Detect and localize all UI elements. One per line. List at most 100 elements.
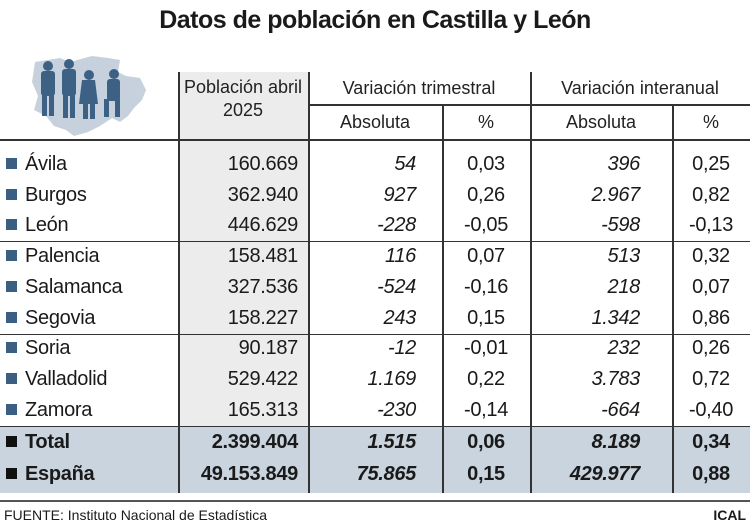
cell-quarterly-percent-text: 0,15	[467, 463, 505, 485]
cell-yearly-percent: -0,40	[672, 399, 750, 422]
cell-yearly-absolute-text: 232	[607, 337, 641, 360]
divider	[0, 426, 750, 427]
cell-yearly-absolute: 2.967	[530, 184, 640, 207]
cell-quarterly-absolute: -12	[308, 337, 416, 360]
cell-yearly-absolute-text: 8.189	[591, 431, 640, 453]
row-name-text: Total	[25, 431, 70, 453]
row-name-text: Valladolid	[25, 367, 108, 390]
cell-yearly-absolute: 396	[530, 153, 641, 176]
divider	[672, 104, 674, 493]
cell-yearly-absolute: 232	[530, 337, 641, 360]
divider	[0, 500, 750, 502]
cell-yearly-percent: 0,32	[672, 245, 750, 268]
row-name: Soria	[6, 337, 71, 360]
population-column-bg	[178, 72, 308, 427]
cell-population: 446.629	[178, 214, 299, 237]
cell-population: 49.153.849	[178, 463, 298, 486]
cell-yearly-percent: 0,82	[672, 184, 750, 207]
bullet-icon	[6, 219, 17, 231]
cell-quarterly-percent: -0,01	[442, 337, 530, 360]
cell-yearly-absolute-text: 3.783	[591, 367, 640, 390]
cell-yearly-percent: -0,13	[672, 214, 750, 237]
cell-quarterly-absolute-text: 1.169	[367, 367, 416, 390]
divider	[178, 72, 180, 493]
cell-quarterly-absolute-text: 54	[394, 153, 416, 175]
cell-yearly-percent-text: -0,40	[688, 398, 734, 421]
cell-yearly-absolute-text: -664	[601, 398, 640, 421]
row-name-text: Soria	[25, 337, 71, 360]
cell-quarterly-absolute-text: 75.865	[356, 463, 417, 485]
source-note: FUENTE: Instituto Nacional de Estadístic…	[4, 507, 267, 523]
cell-quarterly-percent: 0,06	[442, 431, 530, 454]
cell-yearly-percent: 0,86	[672, 307, 750, 330]
header-population: Población abril 2025	[183, 77, 303, 120]
cell-quarterly-percent-text: 0,22	[467, 367, 505, 390]
cell-quarterly-absolute: 927	[308, 184, 417, 207]
cell-quarterly-percent: -0,05	[442, 214, 530, 237]
cell-quarterly-percent-text: -0,01	[463, 337, 509, 360]
cell-yearly-percent-text: 0,34	[692, 431, 730, 453]
cell-yearly-absolute-text: 218	[607, 275, 641, 298]
cell-quarterly-absolute-text: -524	[377, 275, 416, 298]
credit: ICAL	[713, 507, 746, 523]
bullet-icon	[6, 280, 17, 292]
cell-quarterly-percent-text: 0,07	[467, 245, 505, 268]
row-name: Total	[6, 431, 70, 454]
cell-population-text: 165.313	[227, 398, 299, 421]
cell-quarterly-percent-text: -0,14	[463, 398, 509, 421]
cell-yearly-absolute: 218	[530, 275, 641, 299]
cell-quarterly-absolute: 116	[308, 245, 416, 268]
bullet-icon	[6, 250, 17, 262]
cell-yearly-absolute-text: 396	[607, 153, 641, 175]
cell-quarterly-absolute: 243	[308, 307, 417, 330]
bullet-icon	[6, 188, 17, 200]
cell-quarterly-percent: 0,15	[442, 307, 530, 330]
cell-quarterly-absolute: -228	[308, 214, 416, 237]
row-name: Burgos	[6, 184, 87, 207]
cell-quarterly-absolute: -230	[308, 399, 416, 422]
cell-yearly-absolute: 8.189	[530, 431, 640, 454]
row-name-text: Zamora	[25, 398, 93, 421]
cell-quarterly-percent: 0,03	[442, 153, 530, 176]
cell-quarterly-percent-text: 0,06	[467, 431, 505, 453]
row-name-text: Burgos	[25, 183, 87, 206]
population-map-illustration	[32, 56, 146, 136]
cell-population: 90.187	[178, 337, 299, 360]
header-quarterly-absolute: Absoluta	[339, 112, 411, 132]
cell-quarterly-absolute: 1.169	[308, 368, 416, 391]
cell-population: 158.481	[178, 245, 299, 268]
cell-yearly-absolute-text: 1.342	[591, 306, 640, 329]
cell-population-text: 158.481	[227, 245, 299, 268]
cell-yearly-percent-text: 0,26	[692, 337, 730, 360]
row-name-text: España	[25, 463, 95, 485]
cell-quarterly-absolute-text: -228	[377, 214, 416, 237]
cell-quarterly-absolute-text: 116	[385, 245, 416, 268]
cell-quarterly-absolute: -524	[308, 276, 416, 299]
cell-population: 165.313	[178, 398, 299, 422]
cell-quarterly-percent-text: 0,03	[467, 153, 505, 175]
divider	[308, 72, 310, 493]
divider	[442, 104, 444, 493]
cell-quarterly-percent-text: -0,16	[463, 275, 509, 298]
row-name-text: Salamanca	[25, 275, 123, 298]
cell-yearly-absolute-text: 513	[607, 245, 641, 268]
cell-population-text: 49.153.849	[200, 463, 298, 485]
bullet-icon	[6, 468, 17, 479]
row-name: León	[6, 214, 69, 237]
cell-population-text: 2.399.404	[211, 431, 299, 453]
cell-yearly-percent-text: -0,13	[688, 214, 734, 237]
divider	[0, 334, 750, 335]
cell-population: 160.669	[178, 153, 299, 176]
cell-quarterly-percent: -0,16	[442, 276, 530, 299]
cell-yearly-percent-text: 0,07	[692, 275, 730, 298]
totals-bg	[0, 427, 750, 493]
cell-population: 327.536	[178, 276, 299, 299]
cell-quarterly-percent-text: 0,26	[467, 183, 505, 206]
cell-population-text: 529.422	[227, 367, 299, 390]
cell-yearly-absolute: 429.977	[530, 463, 641, 486]
cell-yearly-absolute-text: 2.967	[591, 183, 640, 206]
bullet-icon	[6, 436, 17, 447]
cell-yearly-absolute: 1.342	[530, 307, 640, 330]
row-name-text: Segovia	[25, 306, 96, 329]
